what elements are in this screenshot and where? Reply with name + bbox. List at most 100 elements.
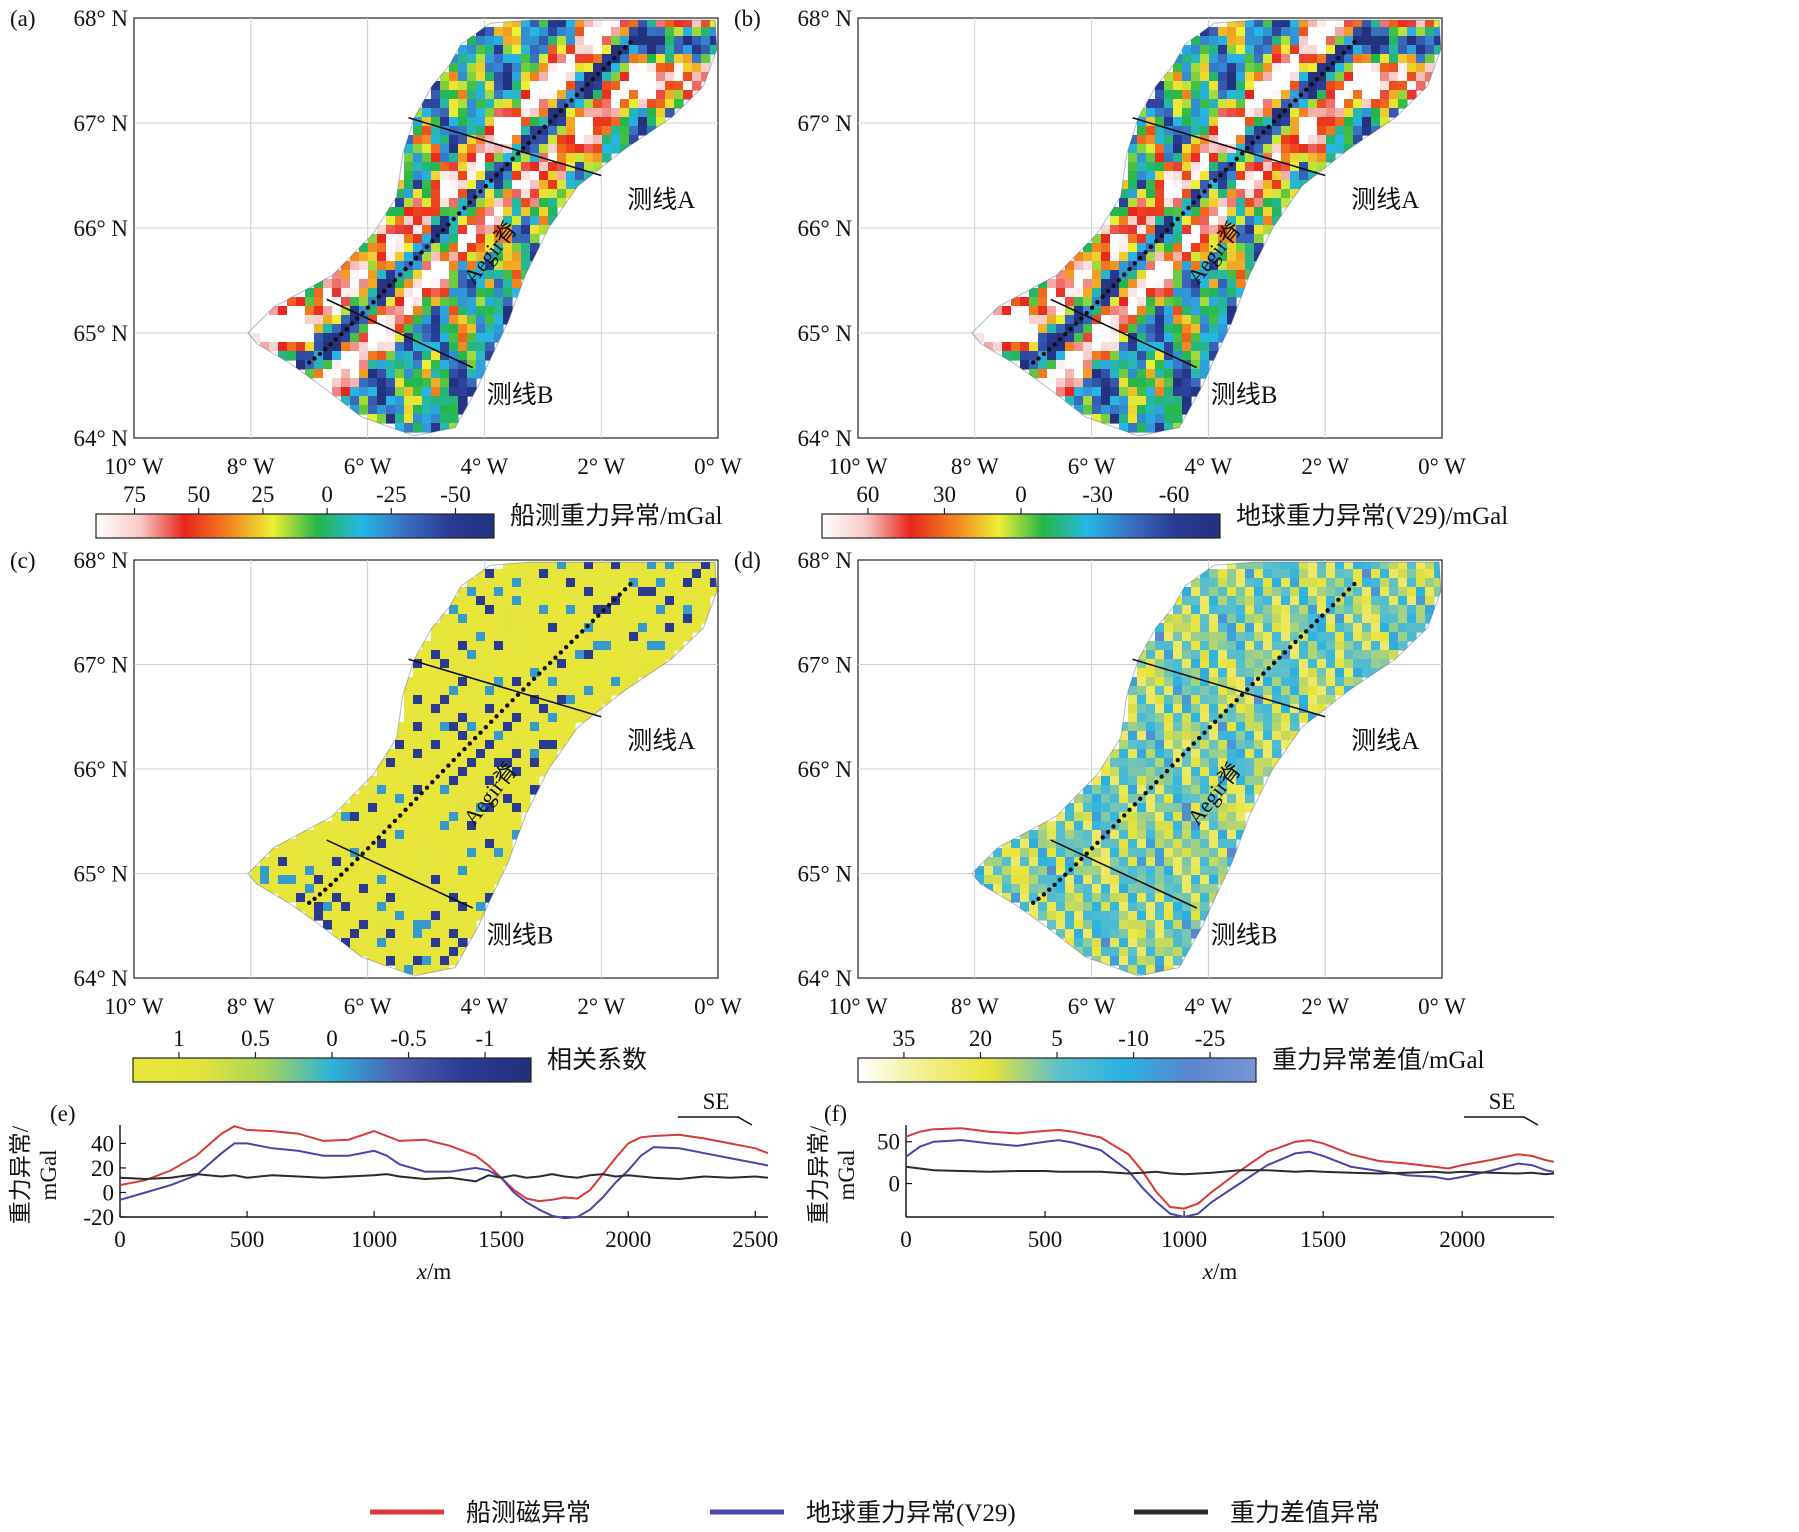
field-cell: [1065, 938, 1075, 948]
field-cell: [1281, 641, 1291, 651]
field-cell: [521, 641, 531, 651]
field-cell: [458, 938, 468, 948]
ridge-dot: [1325, 66, 1330, 71]
field-cell: [638, 587, 648, 597]
field-cell: [377, 893, 387, 903]
x-axis-label: x/m: [1202, 1259, 1238, 1284]
field-cell: [1245, 587, 1255, 597]
field-cell: [1245, 605, 1255, 615]
field-cell: [1371, 587, 1381, 597]
field-cell: [1254, 686, 1264, 696]
field-cell: [1146, 857, 1156, 867]
field-cell: [1164, 207, 1174, 217]
field-cell: [368, 279, 378, 289]
field-cell: [512, 180, 522, 190]
field-cell: [1155, 333, 1165, 343]
field-cell: [350, 911, 360, 921]
field-cell: [1227, 785, 1237, 795]
field-cell: [431, 126, 441, 136]
field-cell: [1245, 135, 1255, 145]
field-cell: [611, 605, 621, 615]
field-cell: [1173, 866, 1183, 876]
field-cell: [1416, 605, 1426, 615]
field-cell: [1227, 848, 1237, 858]
field-cell: [530, 722, 540, 732]
field-cell: [431, 857, 441, 867]
field-cell: [386, 785, 396, 795]
field-cell: [1128, 360, 1138, 370]
field-cell: [368, 378, 378, 388]
field-cell: [1362, 578, 1372, 588]
field-cell: [1092, 360, 1102, 370]
field-cell: [539, 36, 549, 46]
field-cell: [449, 848, 459, 858]
field-cell: [377, 767, 387, 777]
field-cell: [395, 785, 405, 795]
field-cell: [341, 333, 351, 343]
x-axis-label-var: x: [416, 1259, 428, 1284]
field-cell: [1245, 234, 1255, 244]
field-cell: [521, 713, 531, 723]
field-cell: [1146, 108, 1156, 118]
field-cell: [1227, 740, 1237, 750]
field-cell: [1056, 315, 1066, 325]
field-cell: [701, 63, 711, 73]
lon-label: 2° W: [1301, 994, 1349, 1019]
field-cell: [332, 866, 342, 876]
field-cell: [1128, 180, 1138, 190]
field-cell: [521, 261, 531, 271]
field-cell: [503, 252, 513, 262]
field-cell: [1191, 758, 1201, 768]
field-cell: [1020, 848, 1030, 858]
ridge-dot: [601, 608, 606, 613]
field-cell: [1308, 36, 1318, 46]
field-cell: [512, 812, 522, 822]
field-cell: [467, 704, 477, 714]
field-cell: [1362, 614, 1372, 624]
field-cell: [431, 839, 441, 849]
field-cell: [1200, 605, 1210, 615]
field-cell: [503, 117, 513, 127]
field-cell: [1434, 36, 1441, 46]
field-cell: [296, 306, 306, 316]
field-cell: [476, 369, 486, 379]
field-cell: [710, 45, 717, 55]
y-tick-label: 0: [889, 1172, 901, 1197]
y-tick-label: -20: [83, 1205, 114, 1230]
field-cell: [593, 578, 603, 588]
field-cell: [1281, 126, 1291, 136]
field-cell: [521, 180, 531, 190]
field-cell: [1407, 562, 1417, 570]
field-cell: [1263, 171, 1273, 181]
field-cell: [1146, 704, 1156, 714]
field-cell: [1227, 225, 1237, 235]
field-cell: [458, 288, 468, 298]
field-cell: [512, 785, 522, 795]
field-cell: [395, 243, 405, 253]
field-cell: [521, 803, 531, 813]
field-cell: [683, 63, 693, 73]
field-cell: [584, 108, 594, 118]
lon-label: 0° W: [1418, 454, 1466, 479]
field-cell: [1254, 569, 1264, 579]
field-cell: [1236, 740, 1246, 750]
field-cell: [1227, 830, 1237, 840]
field-cell: [368, 830, 378, 840]
field-cell: [1092, 315, 1102, 325]
field-cell: [1164, 677, 1174, 687]
field-cell: [1236, 153, 1246, 163]
field-cell: [1119, 315, 1129, 325]
field-cell: [1164, 731, 1174, 741]
field-cell: [557, 632, 567, 642]
field-cell: [503, 27, 513, 37]
field-cell: [1101, 911, 1111, 921]
field-cell: [1002, 333, 1012, 343]
field-cell: [1191, 153, 1201, 163]
ridge-dot: [1143, 250, 1148, 255]
field-cell: [1209, 704, 1219, 714]
field-cell: [1128, 911, 1138, 921]
field-cell: [1173, 803, 1183, 813]
field-cell: [368, 776, 378, 786]
field-cell: [359, 812, 369, 822]
field-cell: [1020, 315, 1030, 325]
